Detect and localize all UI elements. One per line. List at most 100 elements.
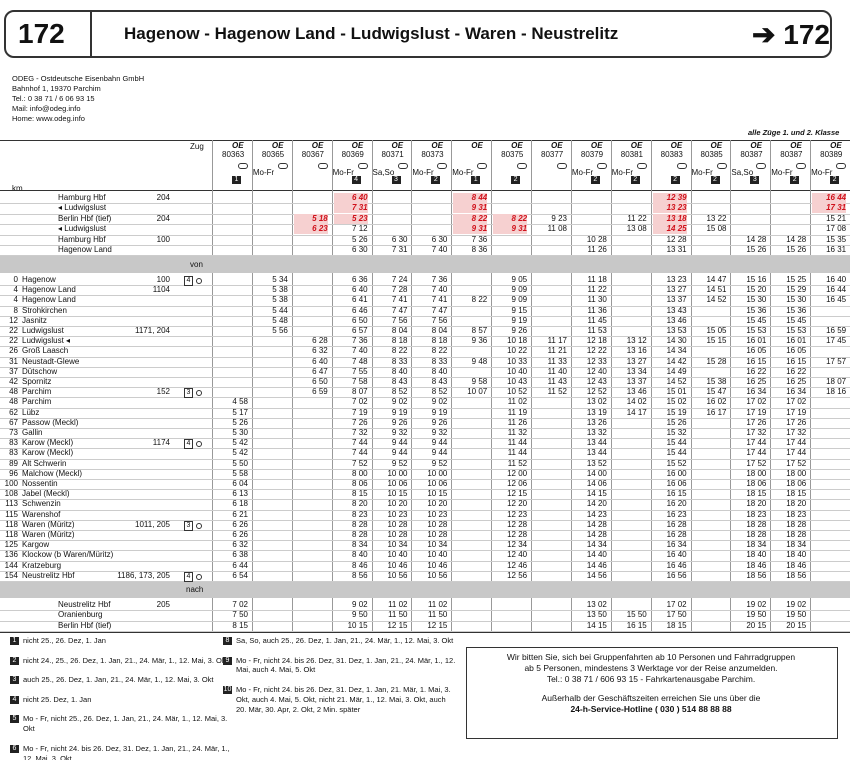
departure-time: 7 56 — [431, 315, 448, 325]
departure-time: 18 56 — [746, 570, 767, 580]
footnote-number: 4 — [10, 695, 19, 704]
operator-line: Bahnhof 1, 19370 Parchim — [12, 84, 101, 93]
departure-time: 10 56 — [427, 570, 448, 580]
departure-time: 8 52 — [391, 387, 408, 397]
station: Kargow — [22, 540, 50, 550]
departure-time: 17 19 — [746, 407, 767, 417]
footnote-number: 8 — [223, 637, 232, 645]
departure-time: 6 38 — [232, 550, 248, 560]
departure-time: 7 31 — [391, 245, 408, 254]
departure-time: 16 40 — [826, 275, 847, 284]
departure-time: 18 40 — [746, 550, 767, 560]
km: 108 — [4, 489, 18, 499]
row-line — [0, 346, 850, 348]
departure-time: 16 28 — [666, 530, 687, 539]
departure-time: 15 25 — [786, 275, 807, 284]
service-days: Mo-Fr — [771, 168, 793, 177]
info-line: Wir bitten Sie, sich bei Gruppenfahrten … — [506, 652, 796, 662]
departure-time: 12 28 — [507, 530, 528, 539]
to-band — [0, 582, 850, 598]
departure-time: 17 57 — [826, 356, 847, 366]
departure-time: 18 34 — [786, 540, 807, 550]
departure-time: 18 06 — [786, 479, 807, 488]
row-line — [0, 356, 850, 358]
departure-time: 15 15 — [706, 336, 727, 346]
departure-time: 16 22 — [786, 366, 807, 376]
departure-time: 10 52 — [507, 387, 528, 397]
stop-circle — [196, 573, 202, 580]
station: Dütschow — [22, 366, 58, 376]
departure-time: 18 00 — [746, 468, 767, 478]
departure-time: 17 44 — [786, 448, 807, 458]
station: Berlin Hbf (tief) — [58, 620, 112, 630]
departure-time: 10 43 — [507, 377, 528, 386]
departure-time: 10 56 — [387, 570, 408, 580]
departure-time: 7 40 — [352, 346, 368, 356]
departure-time: 16 15 — [746, 356, 767, 366]
departure-time: 8 36 — [471, 245, 488, 254]
departure-time: 15 45 — [786, 315, 807, 325]
row-line — [0, 519, 850, 521]
operator-line: ODEG - Ostdeutsche Eisenbahn GmbH — [12, 74, 145, 83]
km: 100 — [4, 479, 18, 488]
box-number: 3 — [184, 520, 193, 531]
departure-time: 8 40 — [352, 550, 368, 560]
departure-time: 11 17 — [547, 336, 567, 346]
departure-time: 13 37 — [666, 295, 687, 305]
departure-time: 8 43 — [391, 377, 408, 386]
station: Gallin — [22, 428, 43, 437]
departure-time: 8 34 — [352, 540, 368, 550]
departure-time: 16 05 — [786, 346, 807, 356]
departure-time: 14 25 — [652, 224, 687, 235]
departure-time: 14 06 — [586, 479, 607, 488]
departure-time: 9 52 — [391, 458, 408, 468]
departure-time: 6 32 — [312, 346, 328, 356]
departure-time: 20 15 — [786, 620, 807, 630]
departure-time: 16 56 — [666, 570, 687, 580]
departure-time: 18 46 — [746, 560, 767, 570]
departure-time: 6 40 — [333, 193, 368, 203]
departure-time: 15 01 — [666, 387, 687, 397]
departure-time: 13 44 — [586, 438, 607, 448]
km: 67 — [9, 417, 18, 427]
departure-time: 5 56 — [272, 326, 288, 335]
departure-time: 6 57 — [352, 326, 368, 335]
bike-icon — [317, 163, 328, 169]
km: 83 — [9, 438, 18, 448]
departure-time: 9 19 — [431, 407, 448, 417]
departure-time: 14 28 — [786, 234, 807, 244]
departure-time: 14 20 — [586, 499, 607, 509]
km: 115 — [5, 509, 18, 519]
station: Warenshof — [22, 509, 61, 519]
departure-time: 9 19 — [391, 407, 408, 417]
station: Waren (Müritz) — [22, 530, 75, 539]
departure-time: 11 33 — [547, 356, 567, 366]
departure-time: 8 22 — [471, 295, 488, 305]
km: 48 — [9, 397, 18, 407]
departure-time: 6 30 — [431, 234, 448, 244]
departure-time: 10 28 — [387, 530, 408, 539]
station: Hamburg Hbf — [58, 234, 106, 244]
train-number: 80389 — [820, 150, 843, 159]
departure-time: 6 26 — [232, 519, 248, 529]
service-days: Mo-Fr — [332, 168, 354, 177]
departure-time: 8 22 — [453, 213, 488, 224]
departure-time: 15 26 — [786, 245, 807, 254]
class-note: alle Züge 1. und 2. Klasse — [748, 128, 840, 137]
km: 4 — [13, 295, 18, 305]
stop-circle — [196, 390, 202, 397]
from-band — [0, 256, 850, 273]
station: Ludwigslust ◂ — [22, 336, 71, 346]
station: ◂ Ludwigslust — [58, 203, 107, 213]
departure-time: 19 50 — [786, 610, 807, 620]
km: 12 — [9, 315, 18, 325]
departure-time: 6 30 — [391, 234, 408, 244]
column-divider — [212, 140, 213, 632]
departure-time: 17 44 — [746, 448, 767, 458]
footnote-text: nicht 24., 25., 26. Dez, 1. Jan, 21., 24… — [23, 655, 228, 665]
table-ref: 1174 — [152, 438, 170, 448]
km: 22 — [9, 336, 18, 346]
departure-time: 17 44 — [786, 438, 807, 448]
km: 42 — [9, 377, 18, 386]
